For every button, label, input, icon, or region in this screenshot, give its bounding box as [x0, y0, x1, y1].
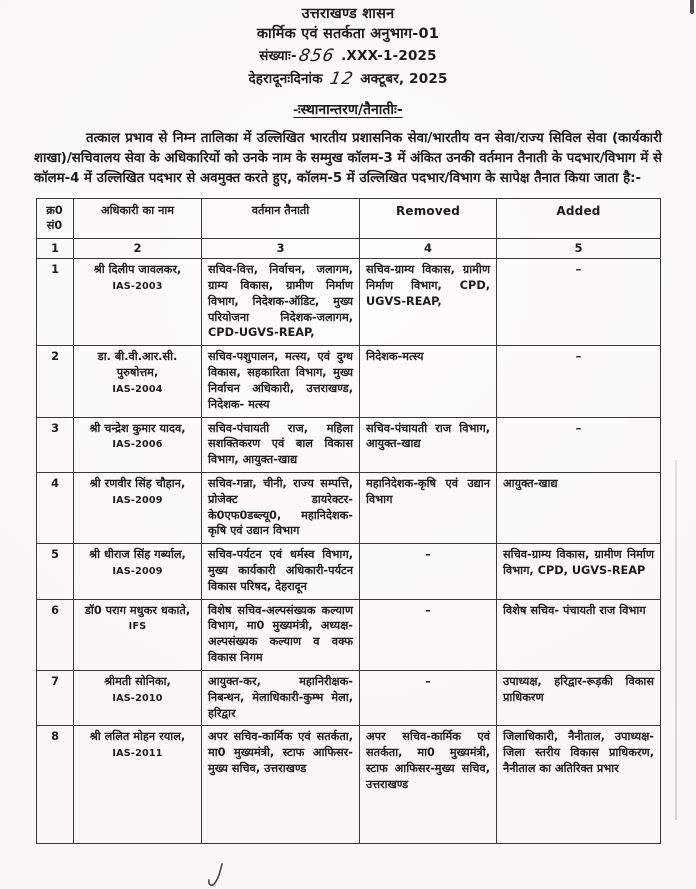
date-prefix: देहरादूनःदिनांक: [248, 71, 328, 88]
transfer-table: क्र0 सं0 अधिकारी का नाम वर्तमान तैनाती R…: [36, 197, 661, 845]
added-posting-cell: आयुक्त-खाद्य: [496, 471, 661, 545]
officer-batch: IAS-2010: [112, 692, 163, 704]
letter-number-prefix: संख्याः-: [259, 48, 297, 64]
officer-name: श्री ललित मोहन रयाल,: [89, 730, 186, 744]
removed-posting-cell: –: [359, 543, 497, 600]
handwritten-letter-number: 856: [296, 46, 336, 66]
table-header-row: क्र0 सं0 अधिकारी का नाम वर्तमान तैनाती R…: [36, 197, 661, 240]
col-header-added: Added: [496, 197, 661, 240]
current-posting-cell: विशेष सचिव-अल्पसंख्यक कल्याण विभाग, मा0 …: [201, 598, 360, 671]
scan-corner-artifact: [690, 0, 694, 14]
officer-name: डॉ0 पराग मधुकर धकाते,: [84, 603, 191, 617]
added-posting-cell: उपाध्यक्ष, हरिद्वार-रूड़की विकास प्राधिक…: [496, 669, 661, 727]
officer-name-cell: श्री दिलीप जावलकर, IAS-2003: [73, 258, 202, 347]
serial-cell: 7: [36, 669, 74, 727]
added-posting-cell: –: [496, 345, 661, 418]
officer-row: 5 श्री धीराज सिंह गर्ब्याल, IAS-2009 सचि…: [36, 543, 661, 600]
date-line: देहरादूनःदिनांक 12 अक्टूबर, 2025: [0, 67, 696, 90]
col-header-officer-name: अधिकारी का नाम: [73, 197, 202, 240]
government-title: उत्तराखण्ड शासन: [301, 6, 395, 22]
officer-name: श्री रणवीर सिंह चौहान,: [89, 476, 186, 490]
officer-name-cell: श्री ललित मोहन रयाल, IAS-2011: [73, 725, 202, 845]
added-posting-cell: –: [496, 258, 661, 347]
removed-posting-cell: निदेशक-मत्स्य: [359, 345, 497, 418]
officer-batch: IFS: [128, 621, 147, 633]
officer-name-cell: श्री चन्द्रेश कुमार यादव, IAS-2006: [73, 416, 202, 473]
officer-row: 1 श्री दिलीप जावलकर, IAS-2003 सचिव-वित्त…: [36, 258, 661, 347]
officer-name: श्री दिलीप जावलकर,: [93, 263, 182, 277]
officer-name: डा. बी.वी.आर.सी. पुरुषोत्तम,: [97, 350, 178, 380]
serial-cell: 3: [36, 416, 74, 473]
officer-batch: IAS-2004: [112, 383, 163, 395]
officer-row: 6 डॉ0 पराग मधुकर धकाते, IFS विशेष सचिव-अ…: [36, 598, 661, 671]
document-header: उत्तराखण्ड शासन कार्मिक एवं सतर्कता अनुभ…: [0, 0, 696, 119]
column-number: 2: [73, 238, 202, 260]
officer-name-cell: श्री रणवीर सिंह चौहान, IAS-2009: [73, 471, 202, 545]
letter-number-line: संख्याः-856 .XXX-1-2025: [0, 44, 696, 67]
col-header-serial: क्र0 सं0: [36, 197, 74, 240]
officer-row: 2 डा. बी.वी.आर.सी. पुरुषोत्तम, IAS-2004 …: [36, 345, 661, 418]
serial-cell: 2: [36, 345, 74, 418]
removed-posting-cell: –: [359, 669, 497, 727]
officer-name: श्री धीराज सिंह गर्ब्याल,: [89, 548, 186, 562]
officer-name: श्री चन्द्रेश कुमार यादव,: [89, 421, 186, 435]
officer-batch: IAS-2006: [112, 439, 163, 451]
letter-number-suffix: .XXX-1-2025: [336, 48, 437, 64]
current-posting-cell: सचिव-गन्ना, चीनी, राज्य सम्पत्ति, प्रोजे…: [201, 471, 360, 545]
officer-batch: IAS-2011: [112, 748, 163, 760]
pen-mark: [208, 863, 223, 886]
officer-row: 4 श्री रणवीर सिंह चौहान, IAS-2009 सचिव-ग…: [36, 471, 661, 545]
officer-batch: IAS-2009: [112, 494, 163, 506]
column-number: 1: [36, 238, 74, 260]
col-header-removed: Removed: [359, 197, 497, 240]
officer-name-cell: डा. बी.वी.आर.सी. पुरुषोत्तम, IAS-2004: [73, 345, 202, 418]
intro-paragraph: तत्काल प्रभाव से निम्न तालिका में उल्लिख…: [34, 130, 662, 187]
officer-name-cell: श्री धीराज सिंह गर्ब्याल, IAS-2009: [73, 543, 202, 600]
serial-cell: 1: [36, 258, 74, 347]
col-header-current-posting: वर्तमान तैनाती: [201, 197, 360, 240]
column-number-row: 1 2 3 4 5: [36, 238, 661, 260]
serial-cell: 8: [36, 725, 74, 845]
officer-batch: IAS-2003: [112, 281, 163, 293]
handwritten-date-day: 12: [327, 69, 356, 90]
current-posting-cell: सचिव-पंचायती राज, महिला सशक्तिकरण एवं बा…: [201, 416, 360, 473]
officer-row: 7 श्रीमती सोनिका, IAS-2010 आयुक्त-कर, मह…: [36, 669, 661, 727]
department-title: कार्मिक एवं सतर्कता अनुभाग-01: [256, 26, 440, 42]
officer-row: 8 श्री ललित मोहन रयाल, IAS-2011 अपर सचिव…: [36, 725, 661, 845]
added-posting-cell: विशेष सचिव- पंचायती राज विभाग: [496, 598, 661, 671]
officer-batch: IAS-2009: [112, 566, 163, 578]
serial-cell: 4: [36, 471, 74, 545]
table-body: 1 श्री दिलीप जावलकर, IAS-2003 सचिव-वित्त…: [36, 258, 661, 845]
serial-cell: 6: [36, 598, 74, 671]
added-posting-cell: –: [496, 416, 661, 473]
column-number: 3: [201, 238, 360, 260]
removed-posting-cell: अपर सचिव-कार्मिक एवं सतर्कता, मा0 मुख्यम…: [359, 725, 497, 845]
column-number: 5: [496, 238, 661, 260]
current-posting-cell: अपर सचिव-कार्मिक एवं सतर्कता, मा0 मुख्यम…: [201, 725, 360, 845]
officer-name-cell: डॉ0 पराग मधुकर धकाते, IFS: [73, 598, 202, 671]
officer-row: 3 श्री चन्द्रेश कुमार यादव, IAS-2006 सचि…: [36, 416, 661, 473]
removed-posting-cell: सचिव-पंचायती राज विभाग, आयुक्त-खाद्य: [359, 416, 497, 473]
column-number: 4: [359, 238, 497, 260]
officer-name: श्रीमती सोनिका,: [104, 674, 171, 688]
current-posting-cell: सचिव-पशुपालन, मत्स्य, एवं दुग्ध विकास, स…: [201, 345, 360, 418]
removed-posting-cell: –: [359, 598, 497, 671]
added-posting-cell: जिलाधिकारी, नैनीताल, उपाध्यक्ष- जिला स्त…: [496, 725, 661, 845]
current-posting-cell: सचिव-पर्यटन एवं धर्मस्व विभाग, मुख्य कार…: [201, 543, 360, 600]
officer-name-cell: श्रीमती सोनिका, IAS-2010: [73, 669, 202, 727]
paper-edge-shadow: [675, 460, 677, 820]
removed-posting-cell: सचिव-ग्राम्य विकास, ग्रामीण निर्माण विभा…: [359, 258, 497, 347]
current-posting-cell: आयुक्त-कर, महानिरीक्षक-निबन्धन, मेलाधिका…: [201, 669, 360, 727]
current-posting-cell: सचिव-वित्त, निर्वाचन, जलागम, ग्राम्य विक…: [201, 258, 360, 347]
date-suffix: अक्टूबर, 2025: [355, 71, 448, 88]
serial-cell: 5: [36, 543, 74, 600]
added-posting-cell: सचिव-ग्राम्य विकास, ग्रामीण निर्माण विभा…: [496, 543, 661, 600]
removed-posting-cell: महानिदेशक-कृषि एवं उद्यान विभाग: [359, 471, 497, 545]
subject-line: -ःस्थानान्तरण/तैनातीः-: [293, 101, 403, 118]
